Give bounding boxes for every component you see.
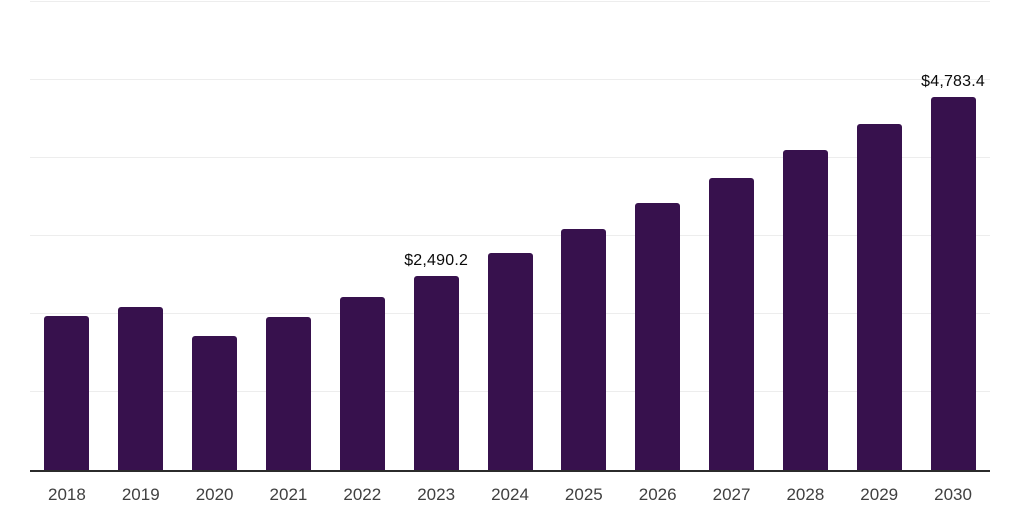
bar-2019[interactable] <box>118 306 164 470</box>
bar-2024[interactable] <box>487 253 533 470</box>
plot-area: $2,490.2 $4,783.4 <box>30 1 990 472</box>
x-tick-2022: 2022 <box>343 485 382 504</box>
data-label-2030: $4,783.4 <box>921 72 986 90</box>
x-tick-2026: 2026 <box>638 485 677 504</box>
bar-2028[interactable] <box>782 150 828 470</box>
bar-2022[interactable] <box>339 296 385 470</box>
bar-2027[interactable] <box>709 177 755 470</box>
gridline-4000 <box>30 157 990 158</box>
bar-2026[interactable] <box>635 203 681 470</box>
x-tick-2024: 2024 <box>491 485 529 504</box>
gridline-5000 <box>30 79 990 80</box>
x-tick-2027: 2027 <box>712 485 751 504</box>
bar-2020[interactable] <box>192 336 238 470</box>
bar-2023[interactable] <box>413 275 459 470</box>
x-tick-2021: 2021 <box>269 485 308 504</box>
x-axis: 2018 2019 2020 2021 2022 2023 2024 2025 2026 2027… <box>30 472 990 508</box>
x-tick-2030: 2030 <box>934 485 972 504</box>
x-tick-2018: 2018 <box>48 485 86 504</box>
bar-2018[interactable] <box>44 315 90 470</box>
data-label-2023: $2,490.2 <box>404 251 469 269</box>
bar-2021[interactable] <box>265 317 311 470</box>
x-tick-2025: 2025 <box>564 485 603 504</box>
gridline-6000 <box>30 1 990 2</box>
gridline-3000 <box>30 235 990 236</box>
bar-2025[interactable] <box>561 228 607 470</box>
bar-2029[interactable] <box>856 123 902 470</box>
bar-2030[interactable] <box>930 96 976 470</box>
x-tick-2023: 2023 <box>417 485 456 504</box>
x-tick-2028: 2028 <box>786 485 825 504</box>
x-tick-2020: 2020 <box>195 485 234 504</box>
x-tick-2019: 2019 <box>121 485 160 504</box>
x-tick-2029: 2029 <box>860 485 899 504</box>
